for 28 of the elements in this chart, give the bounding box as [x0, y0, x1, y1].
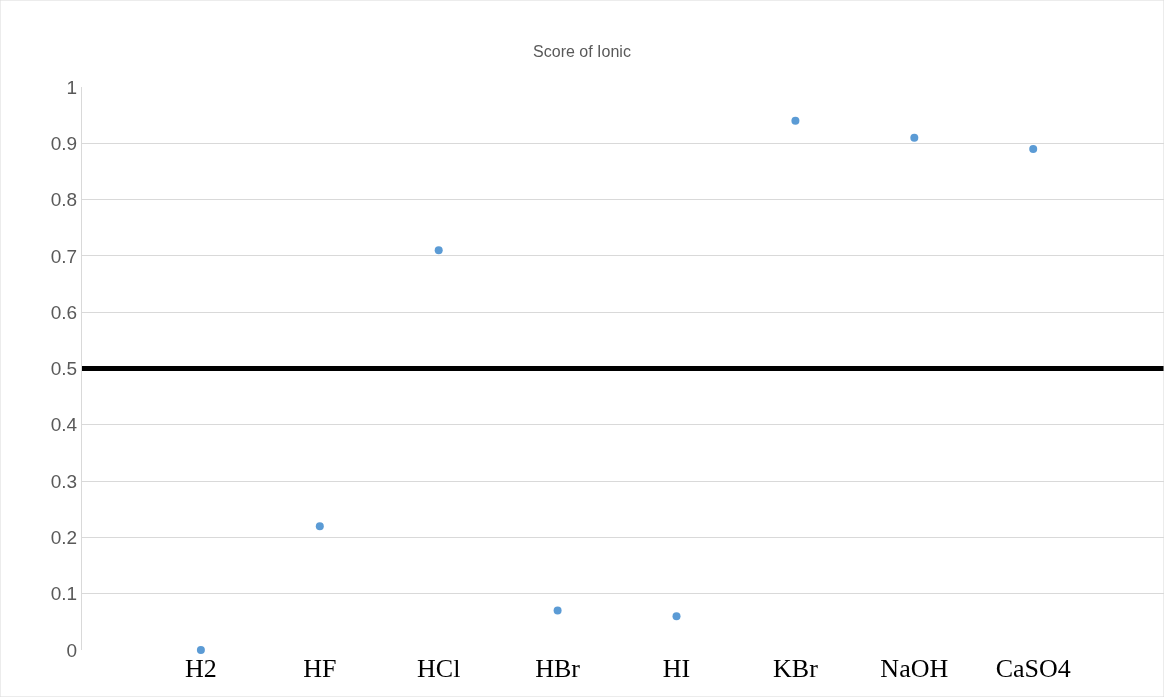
- x-tick-label: HF: [303, 654, 337, 683]
- x-tick-label: NaOH: [880, 654, 949, 683]
- y-tick-label: 0: [66, 639, 78, 661]
- y-tick-label: 1: [66, 76, 78, 98]
- point: [434, 246, 443, 255]
- y-tick-label: 0.2: [50, 527, 78, 549]
- y-tick-label: 0.5: [50, 358, 78, 380]
- point: [791, 116, 800, 125]
- y-tick-label: 0.3: [50, 470, 78, 492]
- y-tick-label: 0.8: [50, 189, 78, 211]
- x-tick-label: H2: [185, 654, 217, 683]
- chart-title: Score of Ionic: [533, 42, 631, 60]
- x-tick-label: KBr: [773, 654, 819, 683]
- x-tick-label: HCl: [417, 654, 461, 683]
- point: [196, 646, 205, 654]
- point: [1029, 144, 1038, 153]
- y-tick-label: 0.4: [50, 414, 78, 436]
- y-tick-label: 0.7: [50, 245, 78, 267]
- point: [315, 522, 324, 531]
- point: [553, 606, 562, 615]
- x-tick-label: CaSO4: [995, 654, 1071, 683]
- point: [672, 612, 681, 621]
- y-tick-label: 0.1: [50, 583, 78, 605]
- x-tick-label: HBr: [535, 654, 581, 683]
- x-tick-label: HI: [662, 654, 691, 683]
- point: [910, 133, 919, 142]
- y-tick-label: 0.9: [50, 132, 78, 154]
- y-tick-label: 0.6: [50, 301, 78, 323]
